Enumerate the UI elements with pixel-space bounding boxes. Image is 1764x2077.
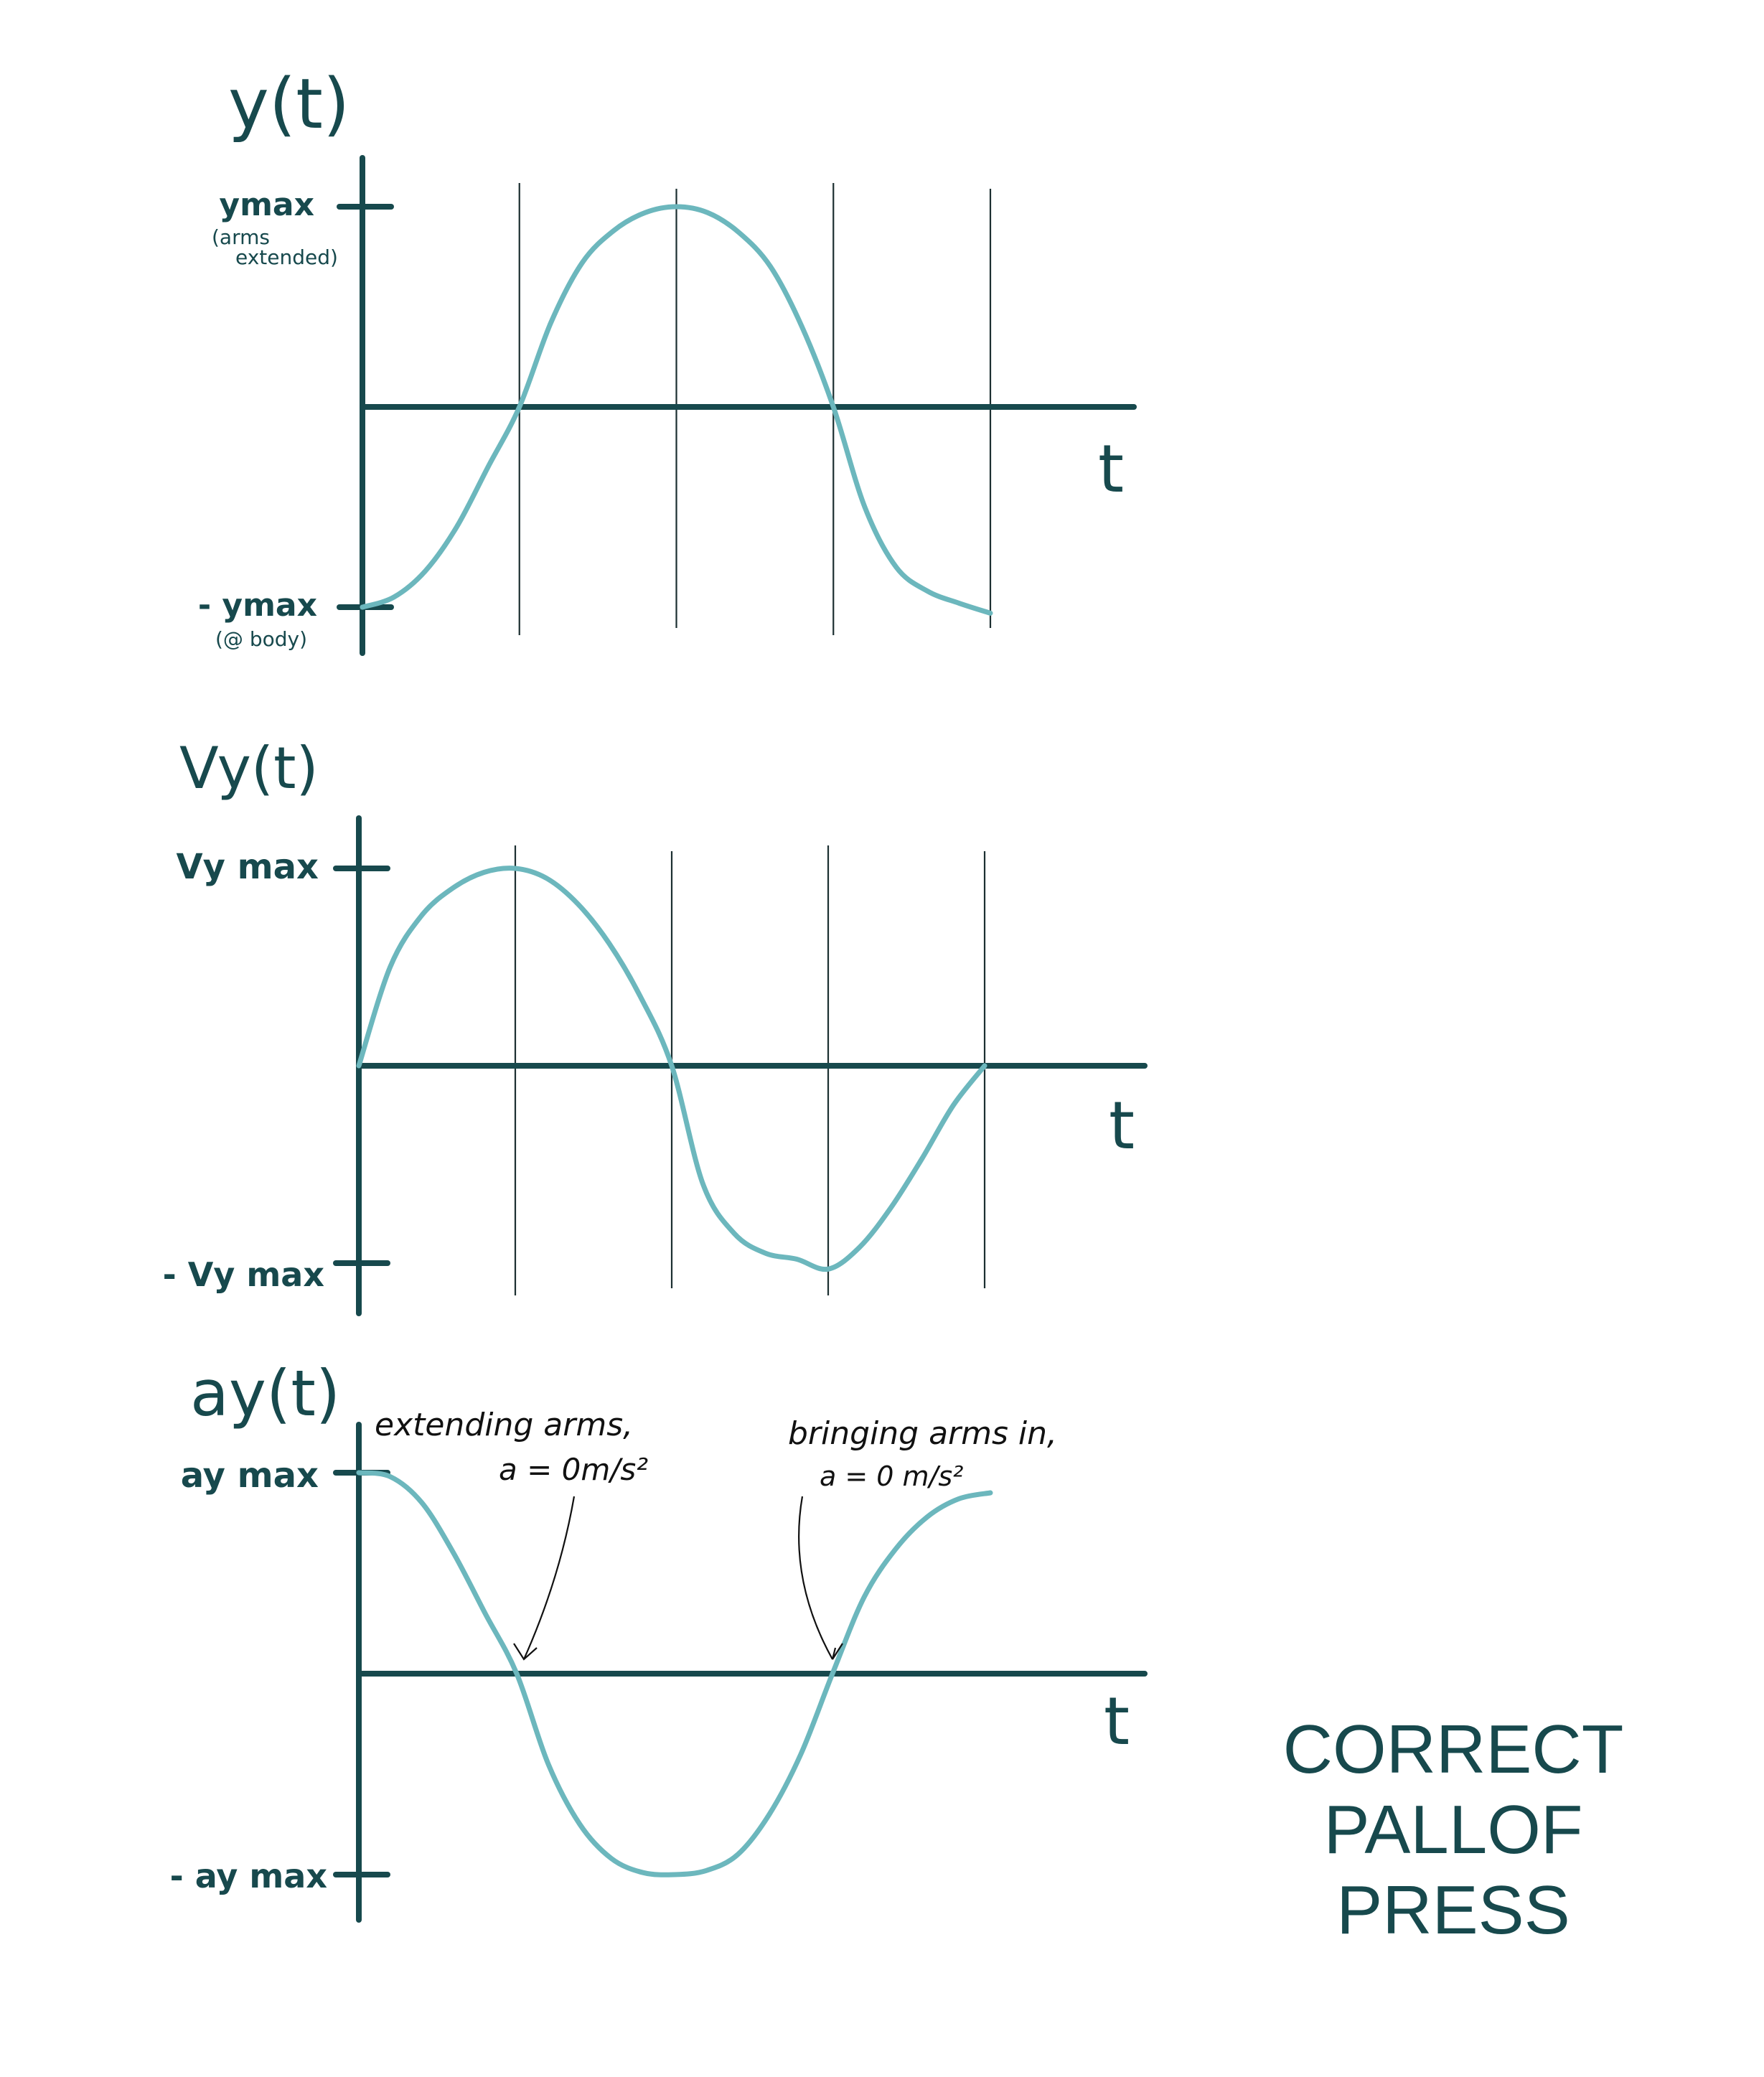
annotation-bringing-line-2: a = 0 m/s²: [820, 1461, 963, 1492]
annotation-extending-line-1: extending arms,: [375, 1407, 633, 1443]
series-curve: [356, 866, 987, 1272]
annotation-extending-line-2: a = 0m/s²: [499, 1452, 648, 1487]
position-ymax-label: ymax: [219, 187, 314, 223]
position-chart: y(t) t ymax (arms extended) - ymax (@ bo…: [198, 64, 1137, 656]
acceleration-xlabel: t: [1104, 1683, 1130, 1760]
acceleration-neg-aymax-label: - ay max: [170, 1857, 327, 1895]
acceleration-ylabel: ay(t): [190, 1356, 340, 1430]
annotation-arrowhead: [513, 1643, 538, 1661]
velocity-neg-vymax-label: - Vy max: [163, 1255, 324, 1294]
position-ylabel: y(t): [228, 64, 349, 144]
velocity-xlabel: t: [1109, 1087, 1135, 1164]
title-line-1: CORRECT: [1283, 1711, 1624, 1788]
acceleration-chart: ay(t) t ay max - ay max extending arms, …: [170, 1356, 1148, 1923]
position-neg-ymax-sublabel: (@ body): [215, 627, 307, 651]
position-ymax-sublabel-1: (arms: [212, 225, 270, 249]
acceleration-aymax-label: ay max: [181, 1455, 319, 1496]
position-ymax-sublabel-2: extended): [235, 245, 338, 269]
velocity-vymax-label: Vy max: [176, 847, 319, 887]
chart-0-marks: [337, 155, 1137, 656]
series-curve: [360, 204, 993, 616]
chart-2-marks: [333, 1422, 1148, 1923]
title-line-3: PRESS: [1336, 1872, 1570, 1949]
annotation-bringing-line-1: bringing arms in,: [788, 1415, 1057, 1452]
position-neg-ymax-label: - ymax: [198, 587, 317, 624]
annotation-arrow: [522, 1496, 576, 1660]
position-xlabel: t: [1098, 431, 1124, 507]
title-line-2: PALLOF: [1323, 1791, 1582, 1868]
series-curve: [356, 1470, 993, 1877]
velocity-chart: Vy(t) t Vy max - Vy max: [163, 735, 1148, 1316]
annotation-arrow: [798, 1496, 833, 1660]
annotation-arrowhead: [831, 1643, 843, 1660]
velocity-ylabel: Vy(t): [179, 735, 319, 802]
chart-1-marks: [333, 815, 1148, 1316]
figure-title: CORRECT PALLOF PRESS: [1283, 1711, 1624, 1949]
